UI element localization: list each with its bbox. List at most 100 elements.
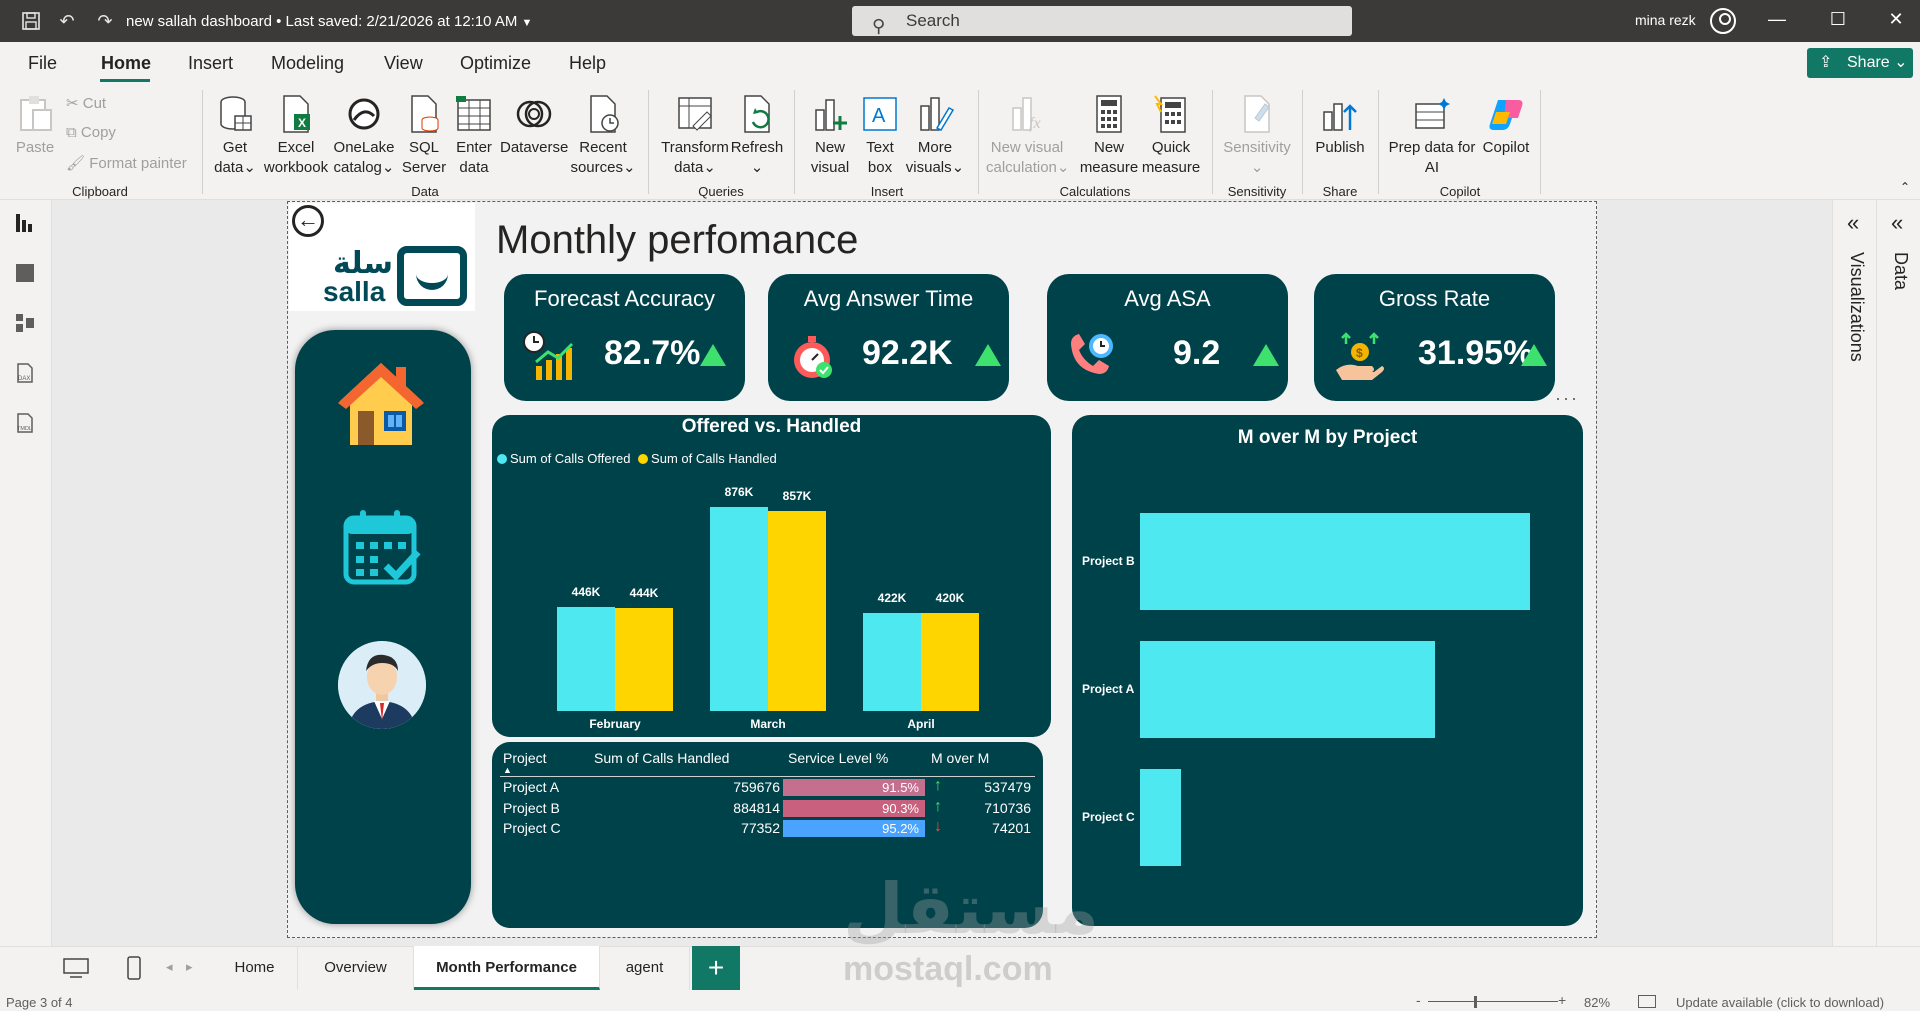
menu-home[interactable]: Home [101, 53, 152, 73]
kpi-card-avg-asa[interactable]: Avg ASA 9.2 [1047, 274, 1288, 401]
update-notice[interactable]: Update available (click to download) [1676, 995, 1885, 1010]
save-icon[interactable] [20, 10, 42, 32]
expand-pane-icon[interactable]: « [1891, 210, 1904, 235]
scroll-left-icon[interactable]: ◂ [166, 959, 173, 974]
format-painter-button[interactable]: 🖌 Format painter [66, 155, 187, 172]
report-view-icon[interactable] [14, 212, 36, 234]
cut-button[interactable]: ✂ Cut [66, 95, 107, 112]
home-nav-icon[interactable] [336, 359, 426, 449]
menu-help[interactable]: Help [569, 53, 607, 73]
kpi-card-avg-answer-time[interactable]: Avg Answer Time 92.2K [768, 274, 1009, 401]
expand-pane-icon[interactable]: « [1847, 210, 1860, 235]
data-pane[interactable]: « Data [1876, 200, 1920, 988]
transform-data-button[interactable]: Transform data⌄ [658, 94, 732, 178]
sort-ascending-icon[interactable]: ▲ [503, 765, 512, 775]
chevron-down-icon[interactable]: ▼ [521, 17, 533, 29]
hbar-project-c[interactable] [1140, 769, 1181, 866]
table-header-m-over-m[interactable]: M over M [931, 750, 990, 766]
table-view-icon[interactable] [14, 262, 36, 284]
kpi-title: Forecast Accuracy [534, 286, 715, 311]
account-icon[interactable] [1710, 8, 1736, 34]
salla-logo-icon [397, 246, 467, 306]
visualizations-pane-label[interactable]: Visualizations [1847, 252, 1867, 362]
table-header-calls-handled[interactable]: Sum of Calls Handled [594, 750, 730, 766]
refresh-button[interactable]: Refresh ⌄ [730, 94, 784, 178]
zoom-slider[interactable] [1428, 1001, 1558, 1002]
bar-april-handled[interactable] [921, 613, 979, 711]
phone-clock-icon [1065, 330, 1117, 382]
kpi-card-gross-rate[interactable]: Gross Rate $ 31.95% [1314, 274, 1555, 401]
excel-workbook-button[interactable]: X Excel workbook [262, 94, 330, 178]
dataverse-button[interactable]: Dataverse [500, 94, 568, 158]
collapse-ribbon-icon[interactable]: ⌃ [1900, 180, 1911, 194]
menu-file[interactable]: File [28, 53, 58, 73]
sql-server-button[interactable]: SQL Server [398, 94, 450, 178]
publish-button[interactable]: Publish [1310, 94, 1370, 158]
visualizations-pane[interactable]: « Visualizations [1832, 200, 1876, 988]
kpi-card-forecast-accuracy[interactable]: Forecast Accuracy 82.7% [504, 274, 745, 401]
add-page-button[interactable]: + [692, 946, 740, 990]
menu-optimize[interactable]: Optimize [460, 53, 532, 73]
mobile-layout-icon[interactable] [126, 955, 142, 986]
data-pane-label[interactable]: Data [1891, 252, 1911, 291]
bar-april-offered[interactable] [863, 613, 921, 711]
model-view-icon[interactable] [14, 312, 36, 334]
more-options-icon[interactable]: ··· [1555, 388, 1579, 408]
tab-home[interactable]: Home [212, 946, 298, 990]
chart-title: M over M by Project [1237, 427, 1418, 448]
menu-insert[interactable]: Insert [188, 53, 234, 73]
more-visuals-button[interactable]: More visuals⌄ [904, 94, 966, 178]
undo-icon[interactable]: ↶ [59, 10, 75, 31]
menu-modeling[interactable]: Modeling [271, 53, 345, 73]
table-header-service-level[interactable]: Service Level % [788, 750, 889, 766]
scroll-right-icon[interactable]: ▸ [186, 959, 193, 974]
document-title[interactable]: new sallah dashboard • Last saved: 2/21/… [126, 13, 533, 30]
bar-march-handled[interactable] [768, 511, 826, 711]
share-button[interactable]: ⇪ Share ⌄ [1807, 48, 1913, 78]
recent-sources-button[interactable]: Recent sources⌄ [570, 94, 636, 178]
minimize-icon[interactable]: — [1768, 9, 1786, 29]
enter-data-button[interactable]: Enter data [450, 94, 498, 178]
copilot-button[interactable]: Copilot [1478, 94, 1534, 158]
agent-nav-icon[interactable] [338, 641, 426, 729]
fit-to-page-icon[interactable] [1638, 995, 1656, 1008]
sensitivity-button[interactable]: Sensitivity ⌄ [1220, 94, 1294, 178]
tmdl-view-icon[interactable]: TMDL [14, 412, 36, 434]
text-box-button[interactable]: A Text box [858, 94, 902, 178]
project-table[interactable] [492, 742, 1043, 928]
bar-march-offered[interactable] [710, 507, 768, 711]
back-arrow-icon[interactable]: ← [292, 205, 324, 237]
more-visuals-icon [915, 94, 955, 134]
tab-agent[interactable]: agent [600, 946, 690, 990]
new-visual-calculation-button[interactable]: fx New visual calculation⌄ [986, 94, 1069, 178]
table-header-project[interactable]: Project [503, 750, 547, 766]
onelake-catalog-button[interactable]: OneLake catalog⌄ [332, 94, 396, 178]
close-icon[interactable]: ✕ [1888, 9, 1904, 29]
hbar-project-b[interactable] [1140, 513, 1530, 610]
dax-query-view-icon[interactable]: DAX [14, 362, 36, 384]
queries-group-label: Queries [698, 184, 744, 199]
tab-month-performance[interactable]: Month Performance [414, 946, 600, 990]
search-input[interactable]: ⚲ Search [852, 6, 1352, 36]
new-measure-button[interactable]: New measure [1078, 94, 1140, 178]
get-data-button[interactable]: Get data⌄ [210, 94, 260, 178]
quick-measure-button[interactable]: Quick measure [1140, 94, 1202, 178]
calendar-nav-icon[interactable] [342, 508, 422, 588]
desktop-layout-icon[interactable] [62, 957, 90, 984]
paste-button[interactable]: Paste [10, 94, 60, 158]
maximize-icon[interactable]: ☐ [1829, 9, 1847, 29]
new-visual-button[interactable]: New visual [802, 94, 858, 178]
zoom-out-icon[interactable]: - [1416, 992, 1421, 1008]
menu-view[interactable]: View [384, 53, 423, 73]
tab-overview[interactable]: Overview [298, 946, 414, 990]
zoom-in-icon[interactable]: + [1558, 992, 1567, 1008]
user-name[interactable]: mina rezk [1635, 12, 1696, 28]
bar-february-handled[interactable] [615, 608, 673, 711]
legend-dot [497, 454, 507, 464]
copy-button[interactable]: ⧉ Copy [66, 124, 116, 141]
zoom-slider-thumb[interactable] [1474, 996, 1477, 1008]
prep-data-for-ai-button[interactable]: Prep data for AI [1386, 94, 1478, 178]
hbar-project-a[interactable] [1140, 641, 1435, 738]
bar-february-offered[interactable] [557, 607, 615, 711]
redo-icon[interactable]: ↷ [97, 10, 113, 31]
